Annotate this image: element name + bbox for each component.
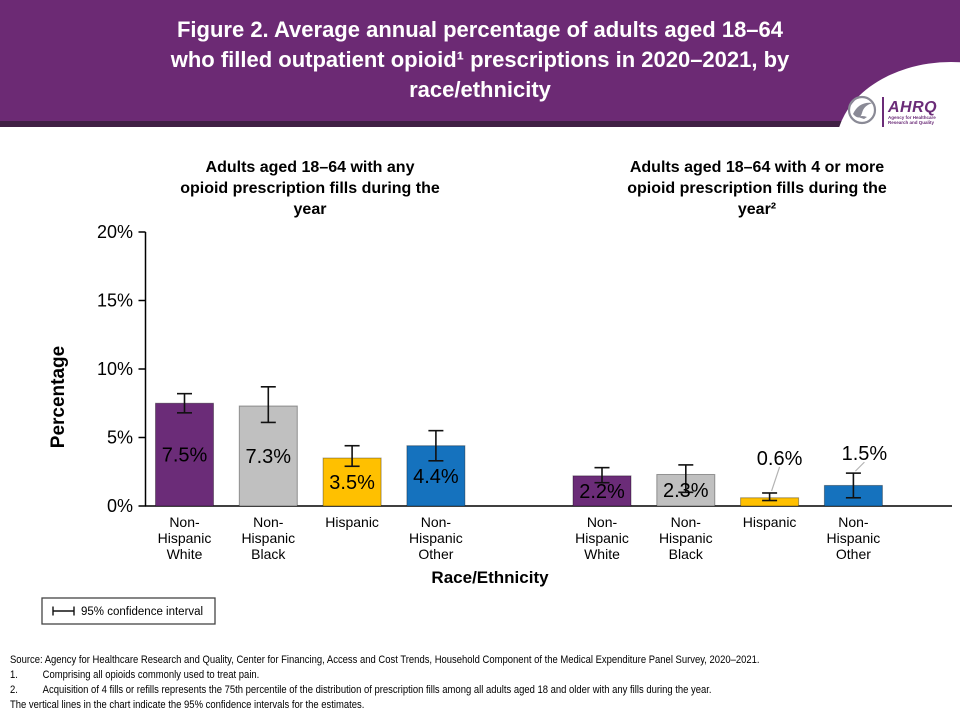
bar-value-label: 1.5% xyxy=(842,443,888,465)
group-subtitle-line: year² xyxy=(738,201,776,218)
footnote-text: Acquisition of 4 fills or refills repres… xyxy=(42,684,712,696)
bar-value-label: 0.6% xyxy=(757,448,803,470)
y-tick-label: 5% xyxy=(107,428,133,448)
footnote-1: 1. Comprising all opioids commonly used … xyxy=(10,668,825,683)
banner-bottom-strip xyxy=(0,121,960,127)
category-label-line: Hispanic xyxy=(575,530,629,546)
ahrq-wordmark: AHRQ xyxy=(888,98,938,116)
category-label-line: Hispanic xyxy=(241,530,295,546)
figure-title: Figure 2. Average annual percentage of a… xyxy=(120,15,840,105)
label-leader-line xyxy=(854,461,865,472)
logo-divider xyxy=(882,96,884,127)
category-label-line: Non- xyxy=(838,514,869,530)
category-label-line: Hispanic xyxy=(409,530,463,546)
bar-value-label: 4.4% xyxy=(413,466,459,488)
category-label-line: Other xyxy=(418,546,453,562)
group-subtitle-line: year xyxy=(294,201,327,218)
ci-note: The vertical lines in the chart indicate… xyxy=(10,699,365,711)
footnote-number: 2. xyxy=(10,684,18,696)
category-label-line: Hispanic xyxy=(325,514,379,530)
footnote-number: 1. xyxy=(10,669,18,681)
y-tick-label: 0% xyxy=(107,496,133,516)
category-label-line: Other xyxy=(836,546,871,562)
category-label-line: Non- xyxy=(671,514,702,530)
bar-value-label: 2.2% xyxy=(579,481,625,503)
bar-value-label: 2.3% xyxy=(663,480,709,502)
category-label-line: Hispanic xyxy=(743,514,797,530)
legend-label: 95% confidence interval xyxy=(81,606,203,618)
category-label-line: Black xyxy=(669,546,704,562)
y-axis-title: Percentage xyxy=(48,346,69,448)
ahrq-tagline: Research and Quality xyxy=(888,120,935,125)
y-tick-label: 20% xyxy=(97,222,133,242)
figure-title-line: race/ethnicity xyxy=(409,77,551,102)
footnote-text: Comprising all opioids commonly used to … xyxy=(42,669,260,681)
x-axis-title: Race/Ethnicity xyxy=(431,568,549,587)
title-banner: Figure 2. Average annual percentage of a… xyxy=(0,0,960,127)
label-leader-line xyxy=(771,466,781,492)
category-label-line: Hispanic xyxy=(659,530,713,546)
ahrq-logo: AHRQ Agency for Healthcare Research and … xyxy=(846,94,937,127)
category-label-line: Hispanic xyxy=(827,530,881,546)
source-note: Source: Agency for Healthcare Research a… xyxy=(10,654,760,666)
category-label-line: Non- xyxy=(421,514,452,530)
category-label-line: Non- xyxy=(253,514,284,530)
figure-title-line: who filled outpatient opioid¹ prescripti… xyxy=(170,47,790,72)
ahrq-tagline: Agency for Healthcare xyxy=(888,114,936,120)
category-label-line: White xyxy=(584,546,620,562)
y-tick-label: 15% xyxy=(97,291,133,311)
hhs-eagle-icon xyxy=(846,94,878,127)
category-label-line: Non- xyxy=(169,514,200,530)
category-label-line: Hispanic xyxy=(158,530,212,546)
bar-value-label: 3.5% xyxy=(329,472,375,494)
y-tick-label: 10% xyxy=(97,359,133,379)
bar-non--hispanic-white xyxy=(155,402,214,507)
bar-value-label: 7.5% xyxy=(162,445,208,467)
bar-value-label: 7.3% xyxy=(246,446,292,468)
figure-title-line: Figure 2. Average annual percentage of a… xyxy=(176,17,784,42)
category-label-line: White xyxy=(167,546,203,562)
footnotes: Source: Agency for Healthcare Research a… xyxy=(10,653,958,713)
group-subtitle-line: opioid prescription fills during the xyxy=(627,180,887,197)
footnote-2: 2. Acquisition of 4 fills or refills rep… xyxy=(10,683,825,698)
category-label-line: Black xyxy=(251,546,286,562)
group-subtitle-line: Adults aged 18–64 with 4 or more xyxy=(630,159,884,176)
group-subtitle-line: opioid prescription fills during the xyxy=(180,180,440,197)
category-label-line: Non- xyxy=(587,514,618,530)
group-subtitle-line: Adults aged 18–64 with any xyxy=(206,159,415,176)
